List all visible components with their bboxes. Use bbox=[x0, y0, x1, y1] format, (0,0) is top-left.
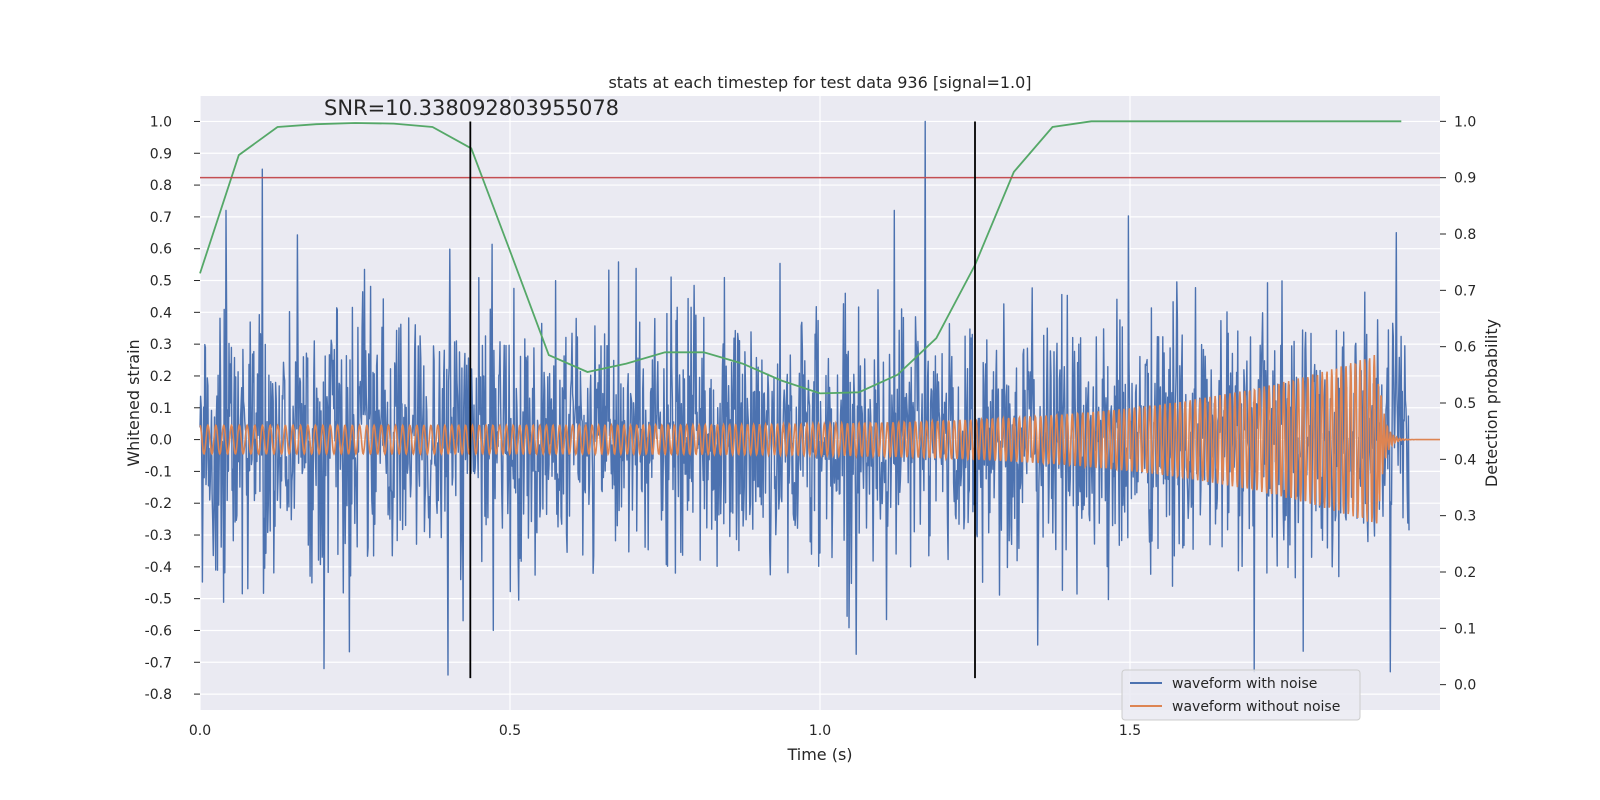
y2-tick-label: 0.7 bbox=[1454, 283, 1476, 299]
reference-lines bbox=[200, 121, 1440, 679]
y-tick-label: 0.5 bbox=[150, 274, 172, 290]
x-tick-label: 1.5 bbox=[1119, 723, 1141, 739]
x-axis-label: Time (s) bbox=[786, 745, 852, 764]
x-tick-label: 1.0 bbox=[809, 723, 831, 739]
y2-tick-label: 0.1 bbox=[1454, 621, 1476, 637]
y2-tick-label: 0.4 bbox=[1454, 452, 1476, 468]
y2-tick-label: 1.0 bbox=[1454, 114, 1476, 130]
y2-tick-label: 0.0 bbox=[1454, 678, 1476, 694]
y-tick-label: -0.1 bbox=[145, 464, 172, 480]
y-tick-label: 0.8 bbox=[150, 178, 172, 194]
y-tick-label: -0.3 bbox=[145, 528, 172, 544]
y-tick-label: 0.1 bbox=[150, 401, 172, 417]
y-tick-label: -0.2 bbox=[145, 496, 172, 512]
y-tick-label: 0.0 bbox=[150, 433, 172, 449]
snr-annotation: SNR=10.338092803955078 bbox=[324, 96, 619, 120]
y2-tick-label: 0.6 bbox=[1454, 340, 1476, 356]
y-tick-label: -0.4 bbox=[145, 560, 172, 576]
y-tick-label: 1.0 bbox=[150, 114, 172, 130]
y-tick-label: -0.5 bbox=[145, 592, 172, 608]
legend-label-noise: waveform with noise bbox=[1172, 676, 1317, 692]
y-tick-label: 0.7 bbox=[150, 210, 172, 226]
y2-tick-label: 0.8 bbox=[1454, 227, 1476, 243]
y2-tick-label: 0.5 bbox=[1454, 396, 1476, 412]
y-tick-label: -0.7 bbox=[145, 655, 172, 671]
tick-labels: 1.0 0.9 0.8 0.7 0.6 0.5 0.4 0.3 0.2 0.1 0.0 -0.1 -0.… bbox=[145, 114, 1477, 739]
y2-tick-label: 0.2 bbox=[1454, 565, 1476, 581]
x-tick-label: 0.0 bbox=[189, 723, 211, 739]
y2-tick-label: 0.3 bbox=[1454, 509, 1476, 525]
y-tick-label: 0.2 bbox=[150, 369, 172, 385]
y-tick-label: -0.6 bbox=[145, 623, 172, 639]
y-tick-label: 0.6 bbox=[150, 242, 172, 258]
legend-label-clean: waveform without noise bbox=[1172, 699, 1340, 715]
y-axis-label: Whitened strain bbox=[124, 339, 143, 466]
y-tick-label: 0.3 bbox=[150, 337, 172, 353]
y2-axis-label: Detection probability bbox=[1482, 319, 1501, 487]
y-tick-label: 0.9 bbox=[150, 146, 172, 162]
series-waveform-with-noise bbox=[199, 120, 1410, 676]
legend: waveform with noise waveform without noi… bbox=[1121, 669, 1361, 721]
y2-tick-label: 0.9 bbox=[1454, 171, 1476, 187]
chart-title: stats at each timestep for test data 936… bbox=[608, 73, 1031, 92]
y-tick-label: -0.8 bbox=[145, 687, 172, 703]
series-detection-probability bbox=[199, 120, 1402, 395]
series-layer bbox=[199, 120, 1440, 676]
y-tick-label: 0.4 bbox=[150, 305, 172, 321]
legend-box bbox=[1121, 669, 1361, 721]
x-tick-label: 0.5 bbox=[499, 723, 521, 739]
series-waveform-without-noise bbox=[199, 354, 1440, 524]
